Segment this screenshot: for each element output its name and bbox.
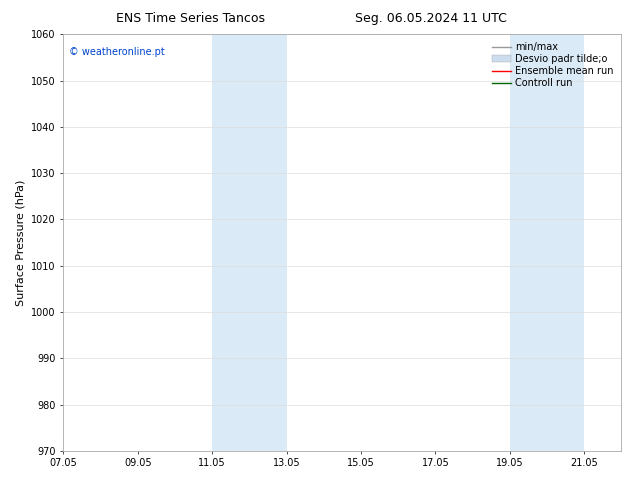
Bar: [510, 34, 584, 451]
Text: ENS Time Series Tancos: ENS Time Series Tancos: [115, 12, 265, 25]
Text: © weatheronline.pt: © weatheronline.pt: [69, 47, 165, 57]
Legend: min/max, Desvio padr tilde;o, Ensemble mean run, Controll run: min/max, Desvio padr tilde;o, Ensemble m…: [489, 39, 616, 91]
Y-axis label: Surface Pressure (hPa): Surface Pressure (hPa): [16, 179, 25, 306]
Bar: [212, 34, 287, 451]
Text: Seg. 06.05.2024 11 UTC: Seg. 06.05.2024 11 UTC: [355, 12, 507, 25]
